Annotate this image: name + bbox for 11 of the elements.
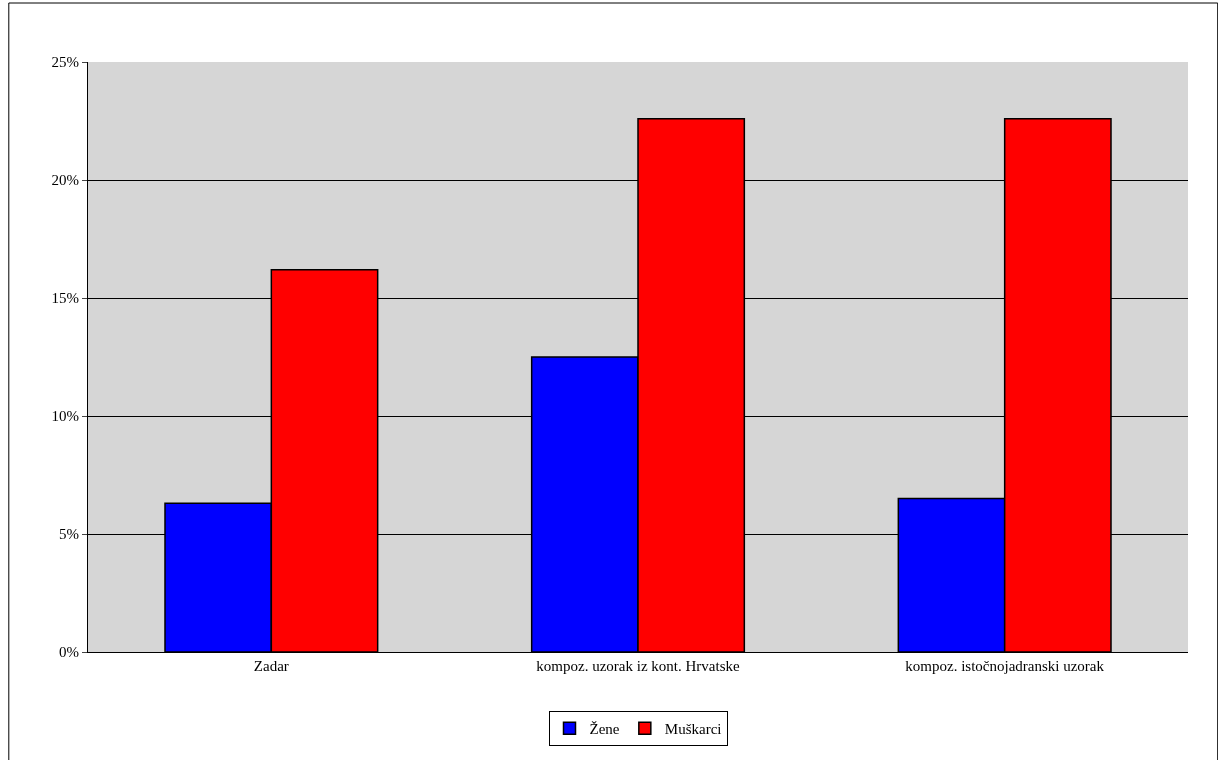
- x-tick-label: kompoz. uzorak iz kont. Hrvatske: [536, 658, 740, 674]
- legend-label: Žene: [589, 721, 620, 738]
- y-tick-label: 15%: [51, 290, 79, 307]
- x-tick-label: Zadar: [253, 658, 289, 674]
- legend-label: Muškarci: [664, 721, 722, 738]
- y-tick-label: 25%: [51, 54, 79, 71]
- y-tick-label: 20%: [51, 172, 79, 189]
- x-tick-label: kompoz. istočnojadranski uzorak: [905, 658, 1105, 674]
- y-tick-label: 5%: [59, 526, 79, 543]
- y-tick-label: 0%: [59, 644, 79, 661]
- y-tick-label: 10%: [51, 408, 79, 425]
